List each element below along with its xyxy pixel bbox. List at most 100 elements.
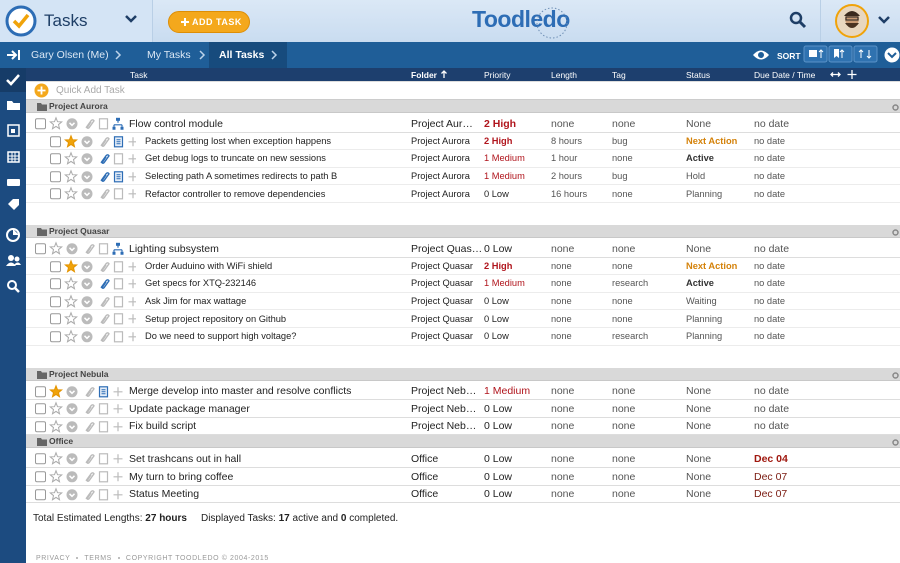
task-priority[interactable]: 0 Low xyxy=(484,296,509,307)
task-priority[interactable]: 1 Medium xyxy=(484,278,525,289)
task-status[interactable]: None xyxy=(686,488,712,501)
status-toggle[interactable] xyxy=(81,260,93,272)
task-status[interactable]: Waiting xyxy=(686,296,717,307)
task-status[interactable]: None xyxy=(686,452,712,465)
task-tag[interactable]: none xyxy=(612,153,633,164)
attachment[interactable] xyxy=(100,296,110,307)
task-folder[interactable]: Project Aurora xyxy=(411,153,470,164)
column-header[interactable]: Tag xyxy=(612,70,626,80)
task-name[interactable]: Merge develop into master and resolve co… xyxy=(129,385,352,398)
column-header[interactable]: Due Date / Time xyxy=(754,70,816,80)
note[interactable] xyxy=(98,243,109,255)
task-tag[interactable]: none xyxy=(612,188,633,199)
quick-add-icon[interactable] xyxy=(34,83,49,98)
attachment[interactable] xyxy=(100,314,110,325)
task-priority[interactable]: 0 Low xyxy=(484,420,513,433)
attachment[interactable] xyxy=(85,404,95,415)
note[interactable] xyxy=(113,295,124,308)
star[interactable] xyxy=(64,294,78,308)
status-toggle[interactable] xyxy=(81,135,93,147)
task-tag[interactable]: none xyxy=(612,402,636,415)
task-length[interactable]: none xyxy=(551,278,572,289)
drag-handle[interactable] xyxy=(113,386,123,396)
checkbox[interactable] xyxy=(50,188,61,200)
task-due[interactable]: no date xyxy=(754,242,790,255)
task-folder[interactable]: Project Neb… xyxy=(411,402,477,415)
subtask-row[interactable]: Get specs for XTQ-232146 Project Quasar 1 … xyxy=(26,275,900,293)
task-name[interactable]: Get debug logs to truncate on new sessio… xyxy=(145,153,326,164)
status-toggle[interactable] xyxy=(81,278,93,290)
drag-handle[interactable] xyxy=(128,189,137,199)
checkbox[interactable] xyxy=(35,118,46,130)
note[interactable] xyxy=(113,278,124,290)
note[interactable] xyxy=(98,488,109,500)
group-settings[interactable] xyxy=(892,371,899,379)
star[interactable] xyxy=(64,276,78,291)
subtask-row[interactable]: Get debug logs to truncate on new sessio… xyxy=(26,150,900,168)
task-length[interactable]: none xyxy=(551,470,575,483)
task-priority[interactable]: 0 Low xyxy=(484,331,509,342)
checkbox[interactable] xyxy=(50,313,61,325)
task-length[interactable]: none xyxy=(551,385,575,398)
task-folder[interactable]: Project Quasar xyxy=(411,313,474,324)
task-status[interactable]: Next Action xyxy=(686,260,738,271)
drag-handle[interactable] xyxy=(128,136,137,146)
task-name[interactable]: Fix build script xyxy=(129,420,197,433)
note[interactable] xyxy=(113,153,124,165)
status-toggle[interactable] xyxy=(81,188,93,200)
attachment[interactable] xyxy=(85,489,95,500)
task-tag[interactable]: research xyxy=(612,278,649,289)
task-name[interactable]: Lighting subsystem xyxy=(129,242,219,255)
checkbox[interactable] xyxy=(35,453,46,465)
checkbox[interactable] xyxy=(50,260,61,272)
task-due[interactable]: no date xyxy=(754,420,790,433)
task-status[interactable]: Hold xyxy=(686,171,706,182)
task-folder[interactable]: Office xyxy=(411,452,439,465)
footer-link[interactable]: COPYRIGHT TOODLEDO © 2004-2015 xyxy=(125,555,269,562)
task-priority[interactable]: 0 Low xyxy=(484,402,513,415)
task-length[interactable]: 16 hours xyxy=(551,188,588,199)
task-tag[interactable]: none xyxy=(612,117,636,130)
task-folder[interactable]: Office xyxy=(411,488,439,501)
sidebar-icons[interactable] xyxy=(0,68,26,298)
task-status[interactable]: Planning xyxy=(686,188,723,199)
status-toggle[interactable] xyxy=(66,118,78,130)
task-tag[interactable]: bug xyxy=(612,171,628,182)
star[interactable] xyxy=(49,241,63,255)
task-name[interactable]: Packets getting lost when exception happ… xyxy=(145,135,332,146)
column-header[interactable]: Length xyxy=(551,70,577,80)
task-name[interactable]: Setup project repository on Github xyxy=(145,313,287,324)
column-header[interactable]: Priority xyxy=(484,70,511,80)
group-header[interactable]: Project Nebula xyxy=(26,367,900,381)
status-toggle[interactable] xyxy=(81,153,93,165)
checkbox[interactable] xyxy=(50,153,61,165)
task-length[interactable]: none xyxy=(551,452,575,465)
note[interactable] xyxy=(113,260,124,272)
task-folder[interactable]: Project Aurora xyxy=(411,135,470,146)
note[interactable] xyxy=(98,403,109,415)
status-toggle[interactable] xyxy=(81,331,93,343)
task-length[interactable]: none xyxy=(551,313,572,324)
note[interactable] xyxy=(98,118,109,130)
task-status[interactable]: Planning xyxy=(686,313,723,324)
quick-add-input[interactable]: Quick Add Task xyxy=(56,85,125,96)
task-due[interactable]: no date xyxy=(754,331,786,342)
subtask-row[interactable]: Selecting path A sometimes redirects to … xyxy=(26,168,900,186)
task-name[interactable]: Ask Jim for max wattage xyxy=(145,296,247,307)
star[interactable] xyxy=(49,487,63,501)
task-folder[interactable]: Project Quasar xyxy=(411,260,474,271)
task-priority[interactable]: 0 Low xyxy=(484,242,513,255)
status-toggle[interactable] xyxy=(66,421,78,433)
star[interactable] xyxy=(64,134,78,148)
note[interactable] xyxy=(98,471,109,483)
task-status[interactable]: None xyxy=(686,385,712,398)
task-tag[interactable]: none xyxy=(612,470,636,483)
task-tag[interactable]: research xyxy=(612,331,649,342)
task-length[interactable]: none xyxy=(551,117,575,130)
group-settings[interactable] xyxy=(892,439,899,447)
attachment[interactable] xyxy=(100,261,110,272)
task-row[interactable]: Merge develop into master and resolve co… xyxy=(26,383,900,401)
task-name[interactable]: Refactor controller to remove dependenci… xyxy=(145,188,326,199)
task-priority[interactable]: 0 Low xyxy=(484,470,513,483)
drag-handle[interactable] xyxy=(128,314,137,324)
